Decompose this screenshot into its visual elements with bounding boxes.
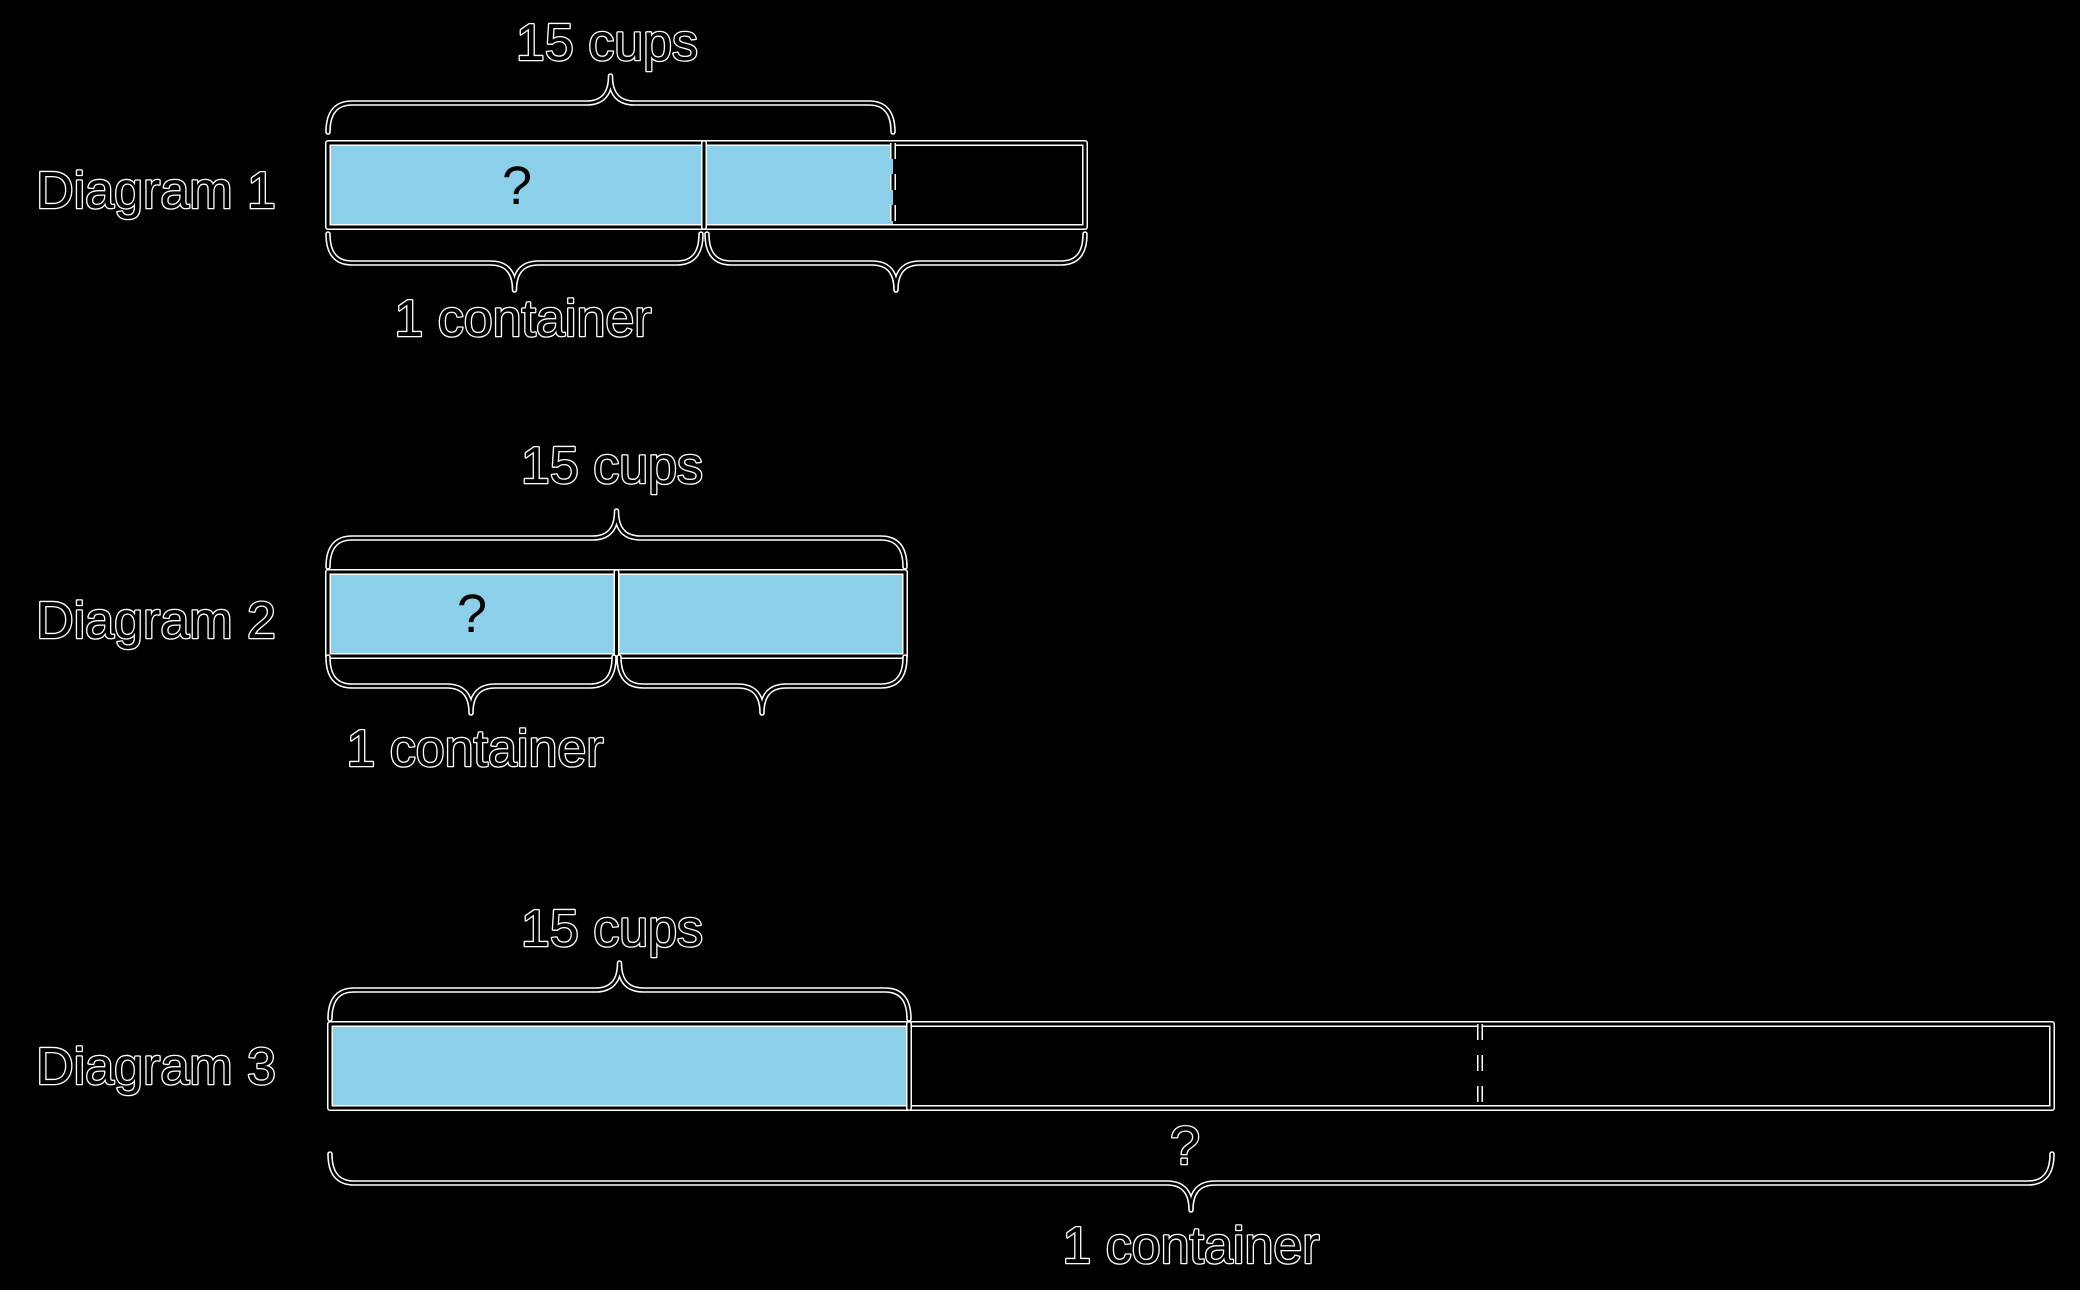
diagram-1-question-mark: ? [502,156,532,216]
diagram-1-bar: ? [325,140,1088,230]
diagram-2-title: Diagram 2 [36,592,276,650]
diagram-1-top-brace [325,73,896,135]
diagram-1-container-label: 1 container [394,290,651,348]
diagram-3-top-brace [327,960,912,1022]
diagram-1-amount-label: 15 cups [516,14,698,72]
diagram-1-bottom-brace-left [325,231,704,293]
diagram-2: Diagram 2 15 cups ? 1 container [35,436,908,779]
diagram-2-bottom-brace-right [616,654,908,716]
diagram-2-top-brace [325,508,908,570]
diagram-2-bar: ? [325,569,908,659]
diagram-3-bar-outline [328,1022,2054,1110]
diagram-1-title: Diagram 1 [36,162,276,220]
diagram-1: Diagram 1 15 cups ? 1 container [35,13,1088,349]
diagram-2-question-mark: ? [457,584,487,644]
diagram-3-bottom-brace [327,1151,2055,1213]
diagram-3-shaded-cell-1 [330,1024,909,1108]
diagram-2-container-label: 1 container [346,720,603,778]
diagram-3: Diagram 3 15 cups ? 1 container [35,899,2055,1276]
diagram-3-title: Diagram 3 [36,1038,276,1096]
diagram-2-amount-label: 15 cups [521,437,703,495]
diagram-1-shaded-cell-1 [328,143,704,227]
diagram-3-amount-label: 15 cups [521,900,703,958]
diagram-2-bottom-brace-left [325,654,617,716]
diagram-3-bar [327,1021,2055,1111]
diagram-1-shaded-partial-cell-2 [704,143,893,227]
diagram-3-container-label: 1 container [1062,1217,1319,1275]
diagram-3-question-mark: ? [1170,1116,1200,1176]
diagram-1-bottom-brace-right [704,231,1088,293]
